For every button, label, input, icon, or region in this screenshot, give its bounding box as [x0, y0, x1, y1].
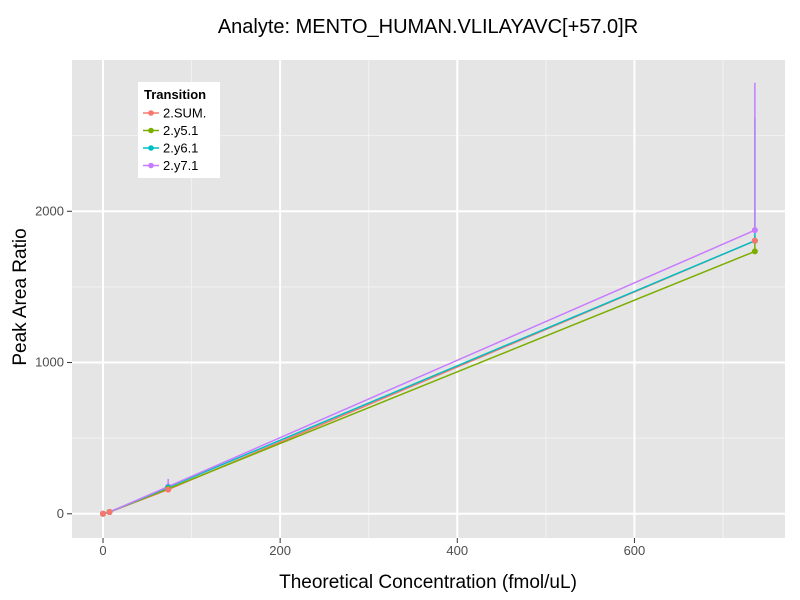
- chart-title: Analyte: MENTO_HUMAN.VLILAYAVC[+57.0]R: [218, 16, 638, 38]
- series-line: [102, 229, 756, 515]
- x-tick-label: 600: [624, 543, 646, 558]
- y-axis-ticks: 0 1000 2000: [35, 203, 72, 521]
- legend-label: 2.y7.1: [163, 158, 198, 173]
- legend-key-point: [148, 145, 154, 151]
- x-tick-label: 400: [446, 543, 468, 558]
- data-points: [100, 227, 758, 517]
- legend-label: 2.y5.1: [163, 123, 198, 138]
- data-point: [751, 227, 758, 234]
- legend-key-point: [148, 127, 154, 134]
- x-tick-label: 200: [269, 543, 291, 558]
- data-point: [100, 510, 106, 517]
- legend-key-point: [148, 162, 154, 169]
- legend-key-point: [148, 110, 154, 116]
- legend-label: 2.SUM.: [163, 106, 206, 121]
- series-lines: [102, 229, 756, 515]
- y-tick-label: 0: [57, 506, 64, 521]
- data-point: [165, 486, 172, 493]
- legend-label: 2.y6.1: [163, 141, 198, 156]
- data-point: [751, 248, 758, 255]
- legend: Transition 2.SUM. 2.y5.1 2.y6.1 2.y7.1: [138, 82, 220, 178]
- legend-title: Transition: [144, 87, 206, 102]
- y-tick-label: 1000: [35, 355, 64, 370]
- legend-items: 2.SUM. 2.y5.1 2.y6.1 2.y7.1: [143, 106, 206, 173]
- y-tick-label: 2000: [35, 203, 64, 218]
- y-axis-title: Peak Area Ratio: [10, 228, 31, 365]
- x-tick-label: 0: [99, 543, 106, 558]
- data-point: [751, 237, 758, 244]
- data-point: [106, 508, 113, 515]
- x-axis-title: Theoretical Concentration (fmol/uL): [279, 572, 577, 593]
- x-axis-ticks: 0 200 400 600: [99, 538, 645, 558]
- major-gridlines: [72, 60, 785, 538]
